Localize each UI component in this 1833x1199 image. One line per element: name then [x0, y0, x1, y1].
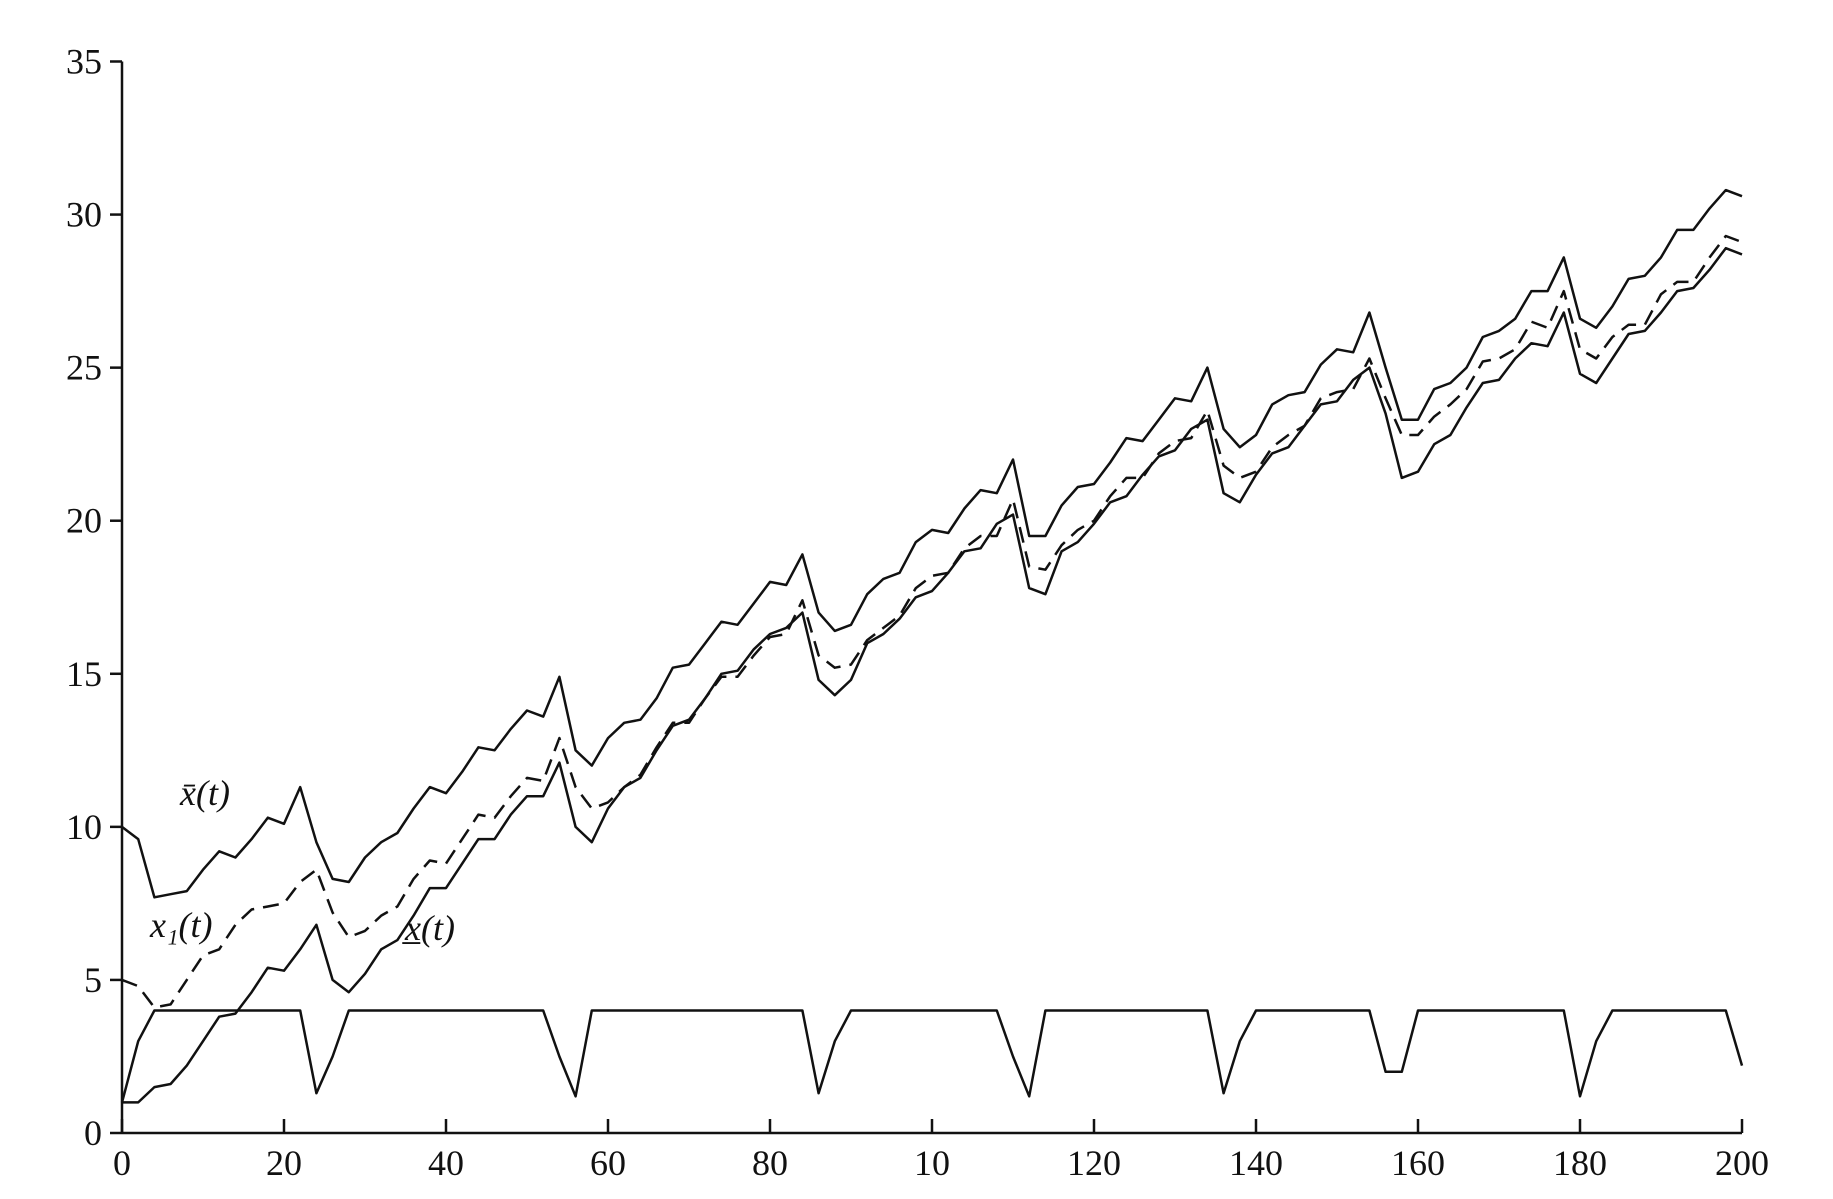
- x-tick-label: 140: [1229, 1143, 1283, 1183]
- y-tick-label: 0: [84, 1113, 102, 1153]
- x-tick-label: 40: [428, 1143, 464, 1183]
- series-label: x̲(t): [402, 908, 455, 948]
- y-tick-label: 30: [66, 195, 102, 235]
- x-tick-label: 60: [590, 1143, 626, 1183]
- series-label: x̄(t): [179, 773, 230, 813]
- series-line: [120, 1009, 1744, 1103]
- y-tick-label: 5: [84, 960, 102, 1000]
- x-tick-label: 20: [266, 1143, 302, 1183]
- x-tick-label: 120: [1067, 1143, 1121, 1183]
- x-tick-label: 200: [1715, 1143, 1769, 1183]
- series-line: [121, 234, 1743, 1009]
- x-tick-label: 0: [113, 1143, 131, 1183]
- y-tick-label: 25: [66, 348, 102, 388]
- x-tick-label: 180: [1553, 1143, 1607, 1183]
- y-tick-label: 10: [66, 807, 102, 847]
- series-line: [122, 246, 1743, 1104]
- series-label: x₁(t): [149, 905, 212, 945]
- y-tick-label: 15: [66, 654, 102, 694]
- x-tick-label: 160: [1391, 1143, 1445, 1183]
- x-tick-label: 80: [752, 1143, 788, 1183]
- y-tick-label: 20: [66, 501, 102, 541]
- x-tick-label: 10: [914, 1143, 950, 1183]
- series-line: [121, 188, 1743, 899]
- y-tick-label: 35: [66, 42, 102, 82]
